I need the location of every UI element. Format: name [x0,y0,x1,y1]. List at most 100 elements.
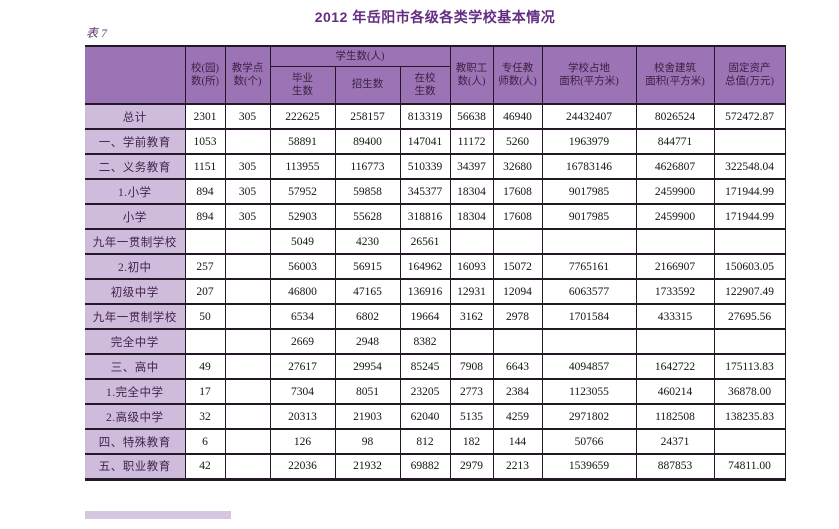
data-cell: 69882 [399,453,451,480]
data-cell: 57952 [269,178,336,205]
data-cell: 46800 [269,278,336,305]
data-cell: 9017985 [541,203,637,230]
data-cell: 257 [184,253,226,280]
header-row-label-blank [85,45,186,105]
data-cell: 510339 [399,153,451,180]
data-cell: 32680 [492,153,543,180]
data-cell [492,228,543,255]
data-cell: 813319 [399,103,451,130]
data-cell: 2166907 [635,253,715,280]
data-cell: 5049 [269,228,336,255]
data-cell: 2773 [449,378,494,405]
data-cell [224,303,271,330]
data-cell: 4230 [334,228,401,255]
data-cell: 1733592 [635,278,715,305]
data-cell: 27695.56 [713,303,786,330]
data-cell: 136916 [399,278,451,305]
data-cell: 138235.83 [713,403,786,430]
data-cell: 2213 [492,453,543,480]
row-label-cell: 九年一贯制学校 [85,228,186,255]
data-cell: 18304 [449,203,494,230]
table-row: 小学 894 305 52903 55628 318816 18304 17608 901798… [85,203,786,230]
data-cell: 8026524 [635,103,715,130]
data-cell: 207 [184,278,226,305]
row-label-cell: 五、职业教育 [85,453,186,480]
data-cell: 32 [184,403,226,430]
data-cell: 24432407 [541,103,637,130]
data-cell: 7304 [269,378,336,405]
data-cell: 122907.49 [713,278,786,305]
table-row: 九年一贯制学校 5049 4230 26561 [85,228,786,255]
data-cell [224,453,271,480]
data-cell: 47165 [334,278,401,305]
table-header: 校(园) 数(所) 教学点 数(个) 学生数(人) 教职工 数(人) 专任教 师… [85,45,786,105]
data-cell [449,228,494,255]
data-cell: 12094 [492,278,543,305]
data-cell: 2459900 [635,203,715,230]
data-cell: 23205 [399,378,451,405]
data-cell [492,328,543,355]
row-label-cell: 九年一贯制学校 [85,303,186,330]
data-cell: 1151 [184,153,226,180]
data-cell [224,253,271,280]
row-label-cell: 完全中学 [85,328,186,355]
data-cell: 7765161 [541,253,637,280]
data-cell: 894 [184,178,226,205]
data-cell: 6 [184,428,226,455]
data-cell [713,228,786,255]
data-cell: 222625 [269,103,336,130]
data-cell: 17608 [492,178,543,205]
header-fulltime-teachers: 专任教 师数(人) [492,45,543,105]
data-cell: 2948 [334,328,401,355]
row-label-cell: 2.初中 [85,253,186,280]
row-label-cell: 初级中学 [85,278,186,305]
data-cell: 20313 [269,403,336,430]
school-statistics-table: 校(园) 数(所) 教学点 数(个) 学生数(人) 教职工 数(人) 专任教 师… [85,45,786,481]
data-cell: 15072 [492,253,543,280]
data-cell: 34397 [449,153,494,180]
data-cell [224,403,271,430]
data-cell: 8382 [399,328,451,355]
data-cell: 887853 [635,453,715,480]
data-cell: 16783146 [541,153,637,180]
data-cell: 812 [399,428,451,455]
data-cell: 29954 [334,353,401,380]
row-label-cell: 小学 [85,203,186,230]
row-label-cell: 总计 [85,103,186,130]
row-label-cell: 四、特殊教育 [85,428,186,455]
data-cell [635,228,715,255]
data-cell [635,328,715,355]
data-cell: 126 [269,428,336,455]
data-cell: 2459900 [635,178,715,205]
table-row: 五、职业教育 42 22036 21932 69882 2979 2213 1539659 88… [85,453,786,480]
data-cell: 2301 [184,103,226,130]
page-title: 2012 年岳阳市各级各类学校基本情况 [314,9,556,25]
data-cell: 11172 [449,128,494,155]
data-cell: 5135 [449,403,494,430]
table-row: 九年一贯制学校 50 6534 6802 19664 3162 2978 1701584 433… [85,303,786,330]
data-cell [224,428,271,455]
data-cell [224,353,271,380]
data-cell: 74811.00 [713,453,786,480]
data-cell [184,228,226,255]
table-row: 四、特殊教育 6 126 98 812 182 144 50766 24371 [85,428,786,455]
data-cell: 8051 [334,378,401,405]
header-group-students: 学生数(人) [269,45,451,67]
data-cell: 305 [224,203,271,230]
data-cell: 175113.83 [713,353,786,380]
data-cell: 59858 [334,178,401,205]
data-cell: 19664 [399,303,451,330]
data-cell [713,128,786,155]
data-cell: 98 [334,428,401,455]
data-cell: 62040 [399,403,451,430]
table-row: 1.完全中学 17 7304 8051 23205 2773 2384 1123055 4602… [85,378,786,405]
data-cell: 171944.99 [713,178,786,205]
data-cell: 49 [184,353,226,380]
data-cell: 7908 [449,353,494,380]
data-cell [713,428,786,455]
data-cell [449,328,494,355]
data-cell [224,378,271,405]
data-cell: 150603.05 [713,253,786,280]
data-cell: 50766 [541,428,637,455]
data-cell: 17 [184,378,226,405]
